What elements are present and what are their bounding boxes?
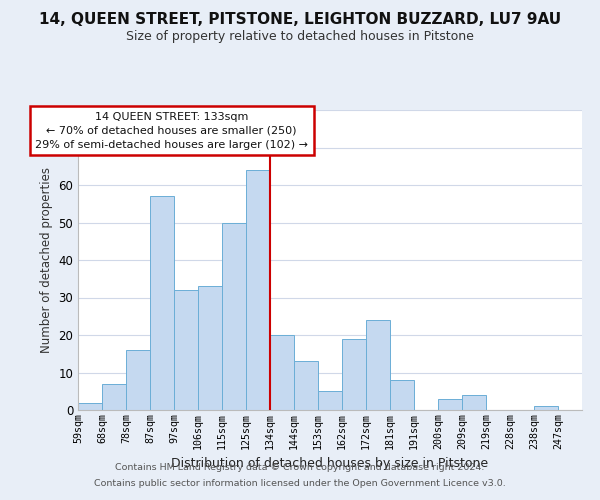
Bar (126, 350, 150, 410)
Bar (198, 286, 222, 410)
Bar (438, 399, 462, 410)
Bar (294, 361, 318, 410)
Bar (78, 402, 102, 410)
Bar (222, 222, 246, 410)
Text: 14 QUEEN STREET: 133sqm
← 70% of detached houses are smaller (250)
29% of semi-d: 14 QUEEN STREET: 133sqm ← 70% of detache… (35, 112, 308, 150)
Bar (366, 320, 390, 410)
Text: Contains public sector information licensed under the Open Government Licence v3: Contains public sector information licen… (94, 478, 506, 488)
Bar (270, 335, 294, 410)
Bar (102, 384, 126, 410)
X-axis label: Distribution of detached houses by size in Pitstone: Distribution of detached houses by size … (172, 457, 488, 470)
Bar (342, 339, 366, 410)
Text: 14, QUEEN STREET, PITSTONE, LEIGHTON BUZZARD, LU7 9AU: 14, QUEEN STREET, PITSTONE, LEIGHTON BUZ… (39, 12, 561, 28)
Y-axis label: Number of detached properties: Number of detached properties (40, 167, 53, 353)
Bar (150, 196, 174, 410)
Bar (390, 380, 414, 410)
Text: Contains HM Land Registry data © Crown copyright and database right 2024.: Contains HM Land Registry data © Crown c… (115, 464, 485, 472)
Text: Size of property relative to detached houses in Pitstone: Size of property relative to detached ho… (126, 30, 474, 43)
Bar (246, 170, 270, 410)
Bar (462, 395, 486, 410)
Bar (534, 406, 558, 410)
Bar (318, 391, 342, 410)
Bar (174, 290, 198, 410)
